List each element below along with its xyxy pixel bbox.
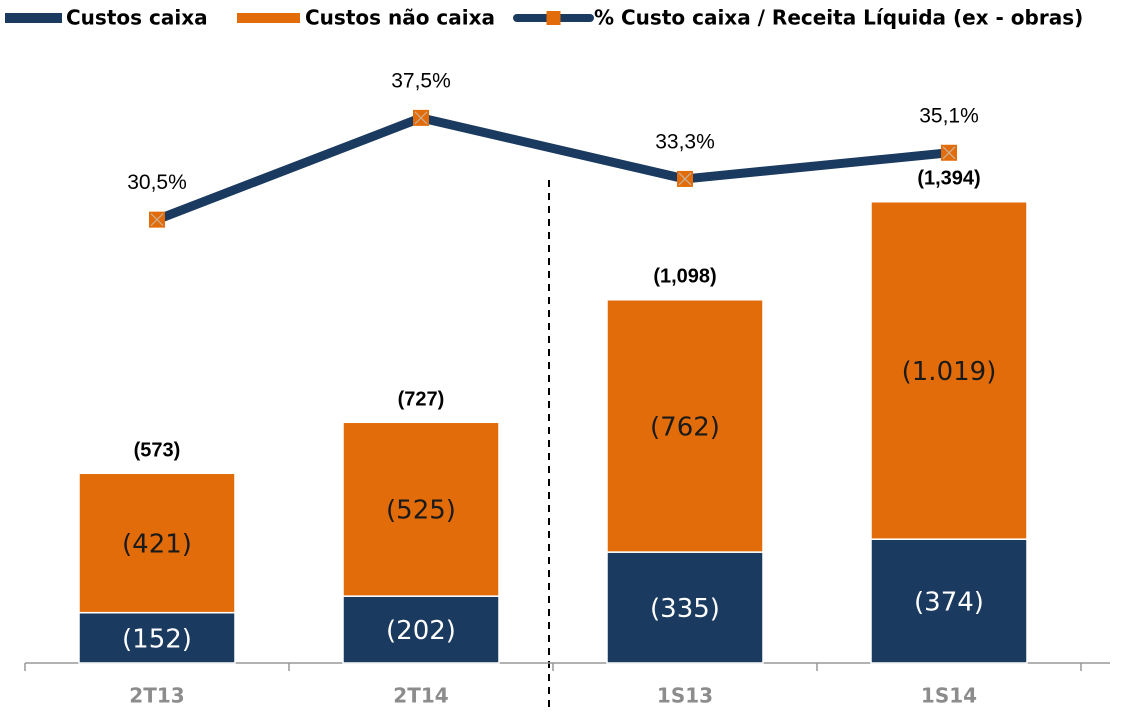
total-label: (1,098)	[653, 266, 716, 288]
legend-label: Custos não caixa	[305, 6, 495, 30]
legend-label: Custos caixa	[66, 6, 208, 30]
total-label: (1,394)	[917, 168, 980, 190]
legend-label: % Custo caixa / Receita Líquida (ex - ob…	[594, 6, 1083, 30]
segment-label: (374)	[914, 588, 984, 618]
bar-segment	[870, 201, 1028, 540]
marker-cross	[150, 213, 164, 227]
segment-label: (421)	[122, 529, 192, 559]
segment-label: (335)	[650, 594, 720, 624]
bar-segment	[870, 538, 1028, 664]
line-label: 37,5%	[391, 69, 451, 92]
legend-swatch	[5, 13, 62, 23]
bar-segment	[606, 551, 764, 664]
line	[155, 113, 950, 224]
bar-segment	[78, 472, 236, 614]
x-tick-label: 2T13	[129, 684, 184, 708]
bar-segment	[342, 595, 500, 664]
total-label: (727)	[398, 389, 445, 411]
line-label: 33,3%	[655, 130, 715, 153]
segment-label: (525)	[386, 496, 456, 526]
marker-cross	[678, 172, 692, 186]
marker-cross	[414, 111, 428, 125]
segment-label: (762)	[650, 412, 720, 442]
x-tick-label: 2T14	[393, 684, 448, 708]
x-tick-label: 1S13	[657, 684, 713, 708]
legend-marker	[546, 11, 561, 25]
segment-label: (202)	[386, 616, 456, 646]
x-tick-label: 1S14	[921, 684, 977, 708]
marker-cross	[942, 146, 956, 160]
legend-swatch	[237, 13, 300, 23]
line-label: 30,5%	[127, 171, 187, 194]
total-label: (573)	[134, 440, 181, 462]
line-label: 35,1%	[919, 104, 979, 127]
segment-label: (152)	[122, 624, 192, 654]
bar-segment	[606, 299, 764, 553]
bar-segment	[342, 421, 500, 597]
segment-label: (1.019)	[902, 357, 997, 387]
